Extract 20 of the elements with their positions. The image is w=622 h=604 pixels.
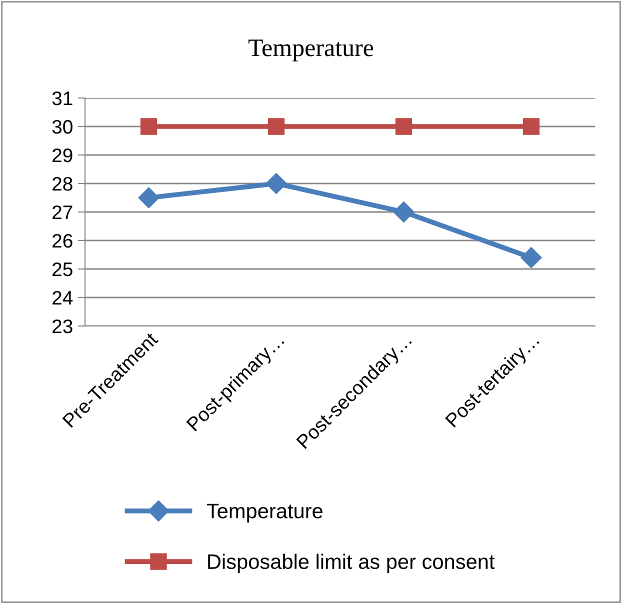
y-tick-label: 26 [52,234,72,248]
y-tick-label: 28 [52,176,72,191]
y-tick-label: 24 [52,290,73,305]
y-tick-label: 29 [52,148,72,162]
point [520,247,542,268]
point [395,118,412,135]
y-tick-label: 30 [52,120,72,134]
chart-title: Temperature [248,40,374,62]
y-tick-label: 25 [52,262,72,276]
point [266,172,287,194]
legend-label: Temperature [206,504,322,522]
legend-label: Disposable limit as per consent [208,554,495,574]
y-tick-label: 23 [52,319,72,334]
y-tick-label: 31 [52,91,72,106]
point [522,118,540,135]
point [140,118,158,135]
point [268,118,285,135]
point [393,201,414,223]
point [138,187,160,208]
y-tick-label: 27 [52,205,72,220]
